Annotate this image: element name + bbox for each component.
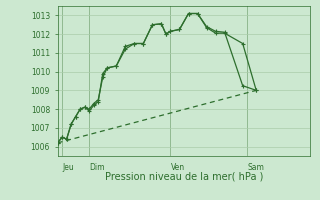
Text: Dim: Dim	[89, 163, 105, 172]
Text: Sam: Sam	[247, 163, 264, 172]
Text: Jeu: Jeu	[62, 163, 74, 172]
Text: Ven: Ven	[171, 163, 185, 172]
X-axis label: Pression niveau de la mer( hPa ): Pression niveau de la mer( hPa )	[105, 172, 263, 182]
